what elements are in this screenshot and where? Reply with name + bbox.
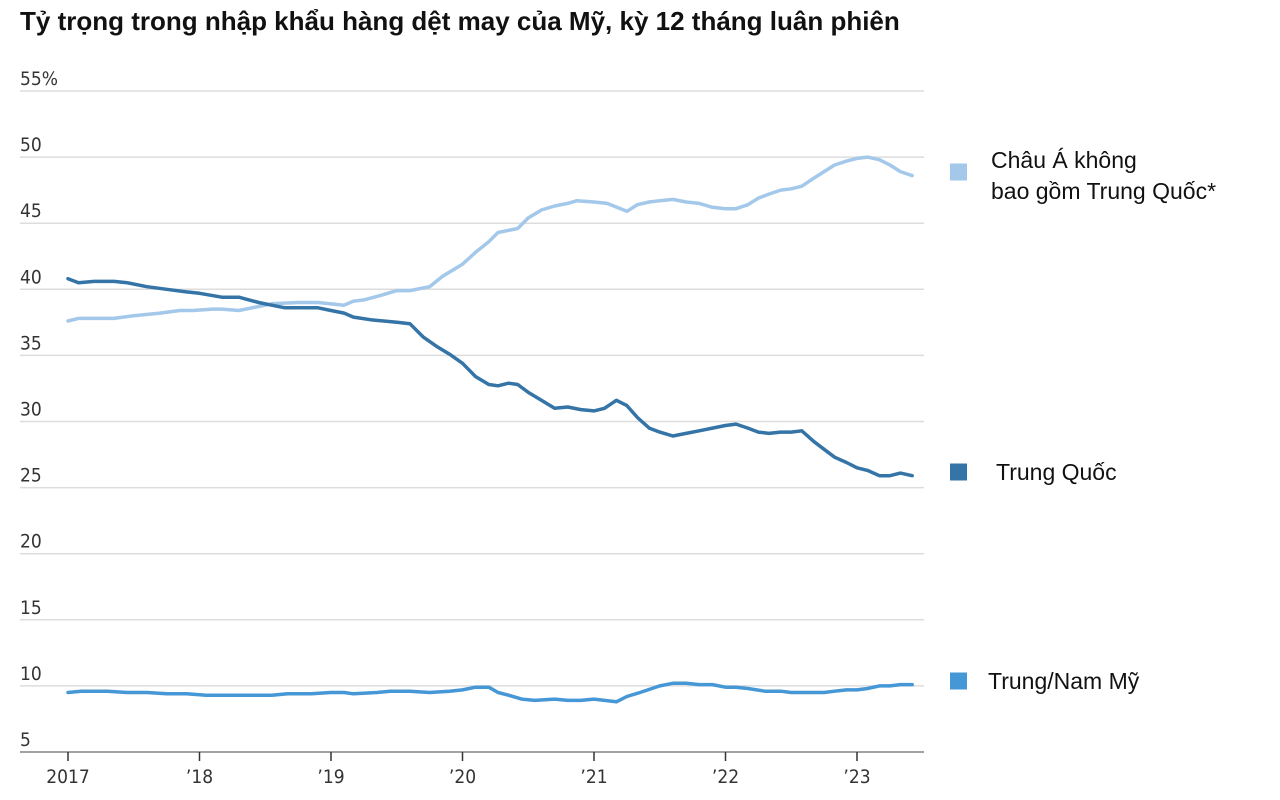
y-axis-tick-labels: 5 10 15 20 25 30 35 40 45 50 55% xyxy=(20,68,58,751)
x-tick-label: ’19 xyxy=(317,766,344,788)
y-tick-label: 55% xyxy=(20,68,58,90)
series-line-2 xyxy=(66,681,914,704)
legend-swatch xyxy=(950,463,967,481)
y-tick-label: 15 xyxy=(20,597,42,619)
x-tick-label: ’22 xyxy=(712,766,739,788)
y-tick-label: 20 xyxy=(20,531,42,553)
series-line-1 xyxy=(66,276,914,478)
legend-swatch xyxy=(950,163,967,181)
legend: Châu Á không bao gồm Trung Quốc* Trung Quố… xyxy=(950,147,1216,694)
series-line-0 xyxy=(66,155,914,323)
legend-label: Trung Quốc xyxy=(996,459,1117,485)
y-tick-label: 5 xyxy=(20,729,31,751)
y-tick-label: 35 xyxy=(20,332,42,354)
y-tick-label: 45 xyxy=(20,200,42,222)
legend-label: Châu Á không xyxy=(991,147,1137,173)
y-tick-label: 50 xyxy=(20,134,42,156)
x-tick-label: ’21 xyxy=(580,766,607,788)
legend-swatch xyxy=(950,672,967,690)
y-tick-label: 10 xyxy=(20,663,42,685)
x-tick-label: ’18 xyxy=(186,766,213,788)
chart-title: Tỷ trọng trong nhập khẩu hàng dệt may củ… xyxy=(20,6,900,36)
x-tick-label: ’20 xyxy=(449,766,476,788)
x-tick-label: 2017 xyxy=(46,766,90,788)
x-tick-label: ’23 xyxy=(843,766,870,788)
x-axis: 2017 ’18 ’19 ’20 ’21 ’22 ’23 xyxy=(20,751,924,788)
series-lines xyxy=(66,155,914,704)
legend-label: Trung/Nam Mỹ xyxy=(988,668,1140,694)
y-tick-label: 40 xyxy=(20,266,42,288)
y-tick-label: 30 xyxy=(20,399,42,421)
legend-label: bao gồm Trung Quốc* xyxy=(991,178,1216,204)
y-tick-label: 25 xyxy=(20,465,42,487)
